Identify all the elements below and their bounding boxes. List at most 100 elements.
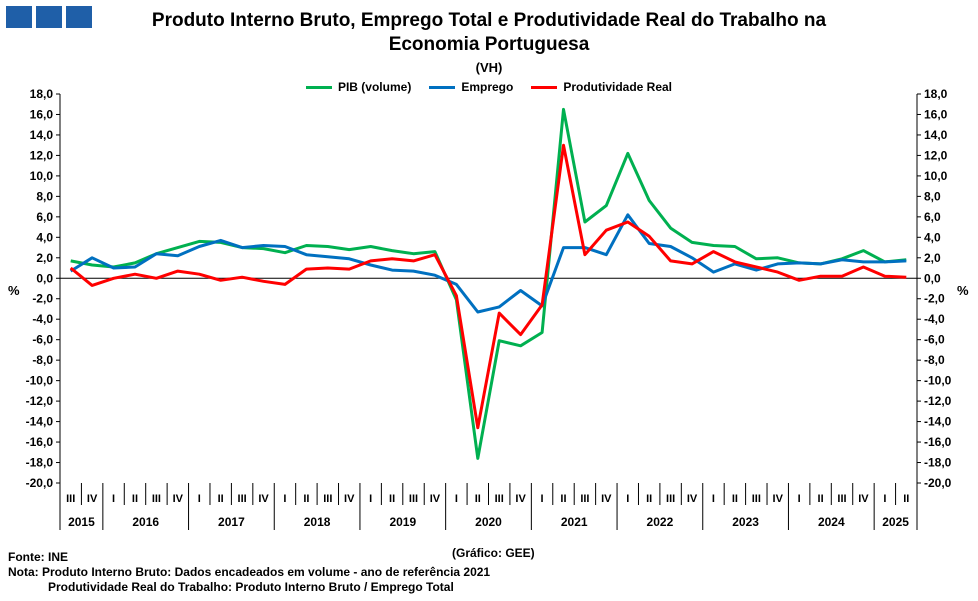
y-tick-label-left: 14,0 (30, 128, 54, 142)
series-line-1 (69, 213, 907, 314)
y-tick-label-right: 14,0 (924, 128, 948, 142)
y-tick-label-right: -4,0 (924, 312, 945, 326)
x-tick-label: IV (515, 493, 526, 505)
y-tick-label-left: -16,0 (26, 435, 54, 449)
legend-swatch-produtividade (531, 85, 558, 89)
x-tick-label: III (238, 493, 247, 505)
y-tick-label-left: -14,0 (26, 415, 54, 429)
x-tick-label: III (409, 493, 418, 505)
x-tick-label: IV (773, 493, 784, 505)
series-line-0 (70, 107, 907, 460)
x-tick-label: IV (344, 493, 355, 505)
year-label: 2018 (304, 515, 331, 529)
y-tick-label-right: 12,0 (924, 148, 948, 162)
chart-title-line2: Economia Portuguesa (388, 34, 590, 55)
y-tick-label-left: 8,0 (36, 189, 53, 203)
x-tick-label: I (626, 493, 629, 505)
x-tick-label: III (323, 493, 332, 505)
chart-legend: PIB (volume) Emprego Produtividade Real (0, 80, 978, 94)
y-tick-label-left: -10,0 (26, 374, 54, 388)
chart-credit: (Gráfico: GEE) (452, 546, 535, 560)
logo-block (6, 6, 32, 28)
x-tick-label: III (580, 493, 589, 505)
y-tick-label-left: 16,0 (30, 107, 54, 121)
x-tick-label: III (66, 493, 75, 505)
x-tick-label: II (560, 493, 566, 505)
y-tick-label-right: 8,0 (924, 189, 941, 203)
y-tick-label-left: 12,0 (30, 148, 54, 162)
x-tick-label: II (818, 493, 824, 505)
y-axis-label-right: % (957, 283, 969, 298)
y-tick-label-left: -20,0 (26, 476, 54, 490)
logo-block (66, 6, 92, 28)
x-tick-label: I (369, 493, 372, 505)
year-label: 2023 (732, 515, 759, 529)
x-tick-label: I (712, 493, 715, 505)
x-tick-label: II (903, 493, 909, 505)
y-axis-label-left: % (8, 283, 20, 298)
legend-label-pib: PIB (volume) (337, 80, 412, 94)
x-tick-label: IV (173, 493, 184, 505)
footer-note-1: Nota: Produto Interno Bruto: Dados encad… (8, 565, 491, 579)
y-tick-label-left: 2,0 (36, 251, 53, 265)
legend-item-emprego: Emprego (429, 80, 513, 94)
footer-source: Fonte: INE (8, 550, 68, 564)
y-tick-label-right: -12,0 (924, 394, 952, 408)
x-tick-label: II (389, 493, 395, 505)
x-tick-label: III (837, 493, 846, 505)
x-tick-label: III (666, 493, 675, 505)
x-tick-label: I (112, 493, 115, 505)
x-tick-label: II (218, 493, 224, 505)
year-label: 2017 (218, 515, 245, 529)
y-tick-label-right: 0,0 (924, 271, 941, 285)
x-tick-label: I (198, 493, 201, 505)
y-tick-label-right: -14,0 (924, 415, 952, 429)
y-tick-label-left: -12,0 (26, 394, 54, 408)
x-tick-label: II (646, 493, 652, 505)
x-tick-label: IV (258, 493, 269, 505)
x-tick-label: II (732, 493, 738, 505)
legend-swatch-pib (305, 85, 332, 89)
legend-label-produtividade: Produtividade Real (563, 80, 673, 94)
y-tick-label-right: 4,0 (924, 230, 941, 244)
legend-swatch-emprego (429, 85, 456, 89)
x-tick-label: II (475, 493, 481, 505)
year-label: 2019 (389, 515, 416, 529)
year-label: 2016 (132, 515, 159, 529)
x-tick-label: IV (87, 493, 98, 505)
x-tick-label: IV (858, 493, 869, 505)
x-tick-label: III (495, 493, 504, 505)
year-label: 2020 (475, 515, 502, 529)
y-tick-label-left: -4,0 (32, 312, 53, 326)
year-label: 2024 (818, 515, 845, 529)
y-tick-label-right: -6,0 (924, 333, 945, 347)
y-tick-label-right: 6,0 (924, 210, 941, 224)
x-tick-label: IV (430, 493, 441, 505)
year-label: 2025 (882, 515, 909, 529)
year-label: 2021 (561, 515, 588, 529)
x-tick-label: IV (601, 493, 612, 505)
y-tick-label-left: -8,0 (32, 353, 53, 367)
x-tick-label: I (541, 493, 544, 505)
series-line-2 (69, 143, 907, 430)
legend-label-emprego: Emprego (461, 80, 514, 94)
x-tick-label: IV (687, 493, 698, 505)
chart-subtitle: (VH) (475, 60, 503, 75)
legend-item-produtividade: Produtividade Real (531, 80, 672, 94)
footer-note-2: Produtividade Real do Trabalho: Produto … (48, 580, 454, 594)
x-tick-label: I (455, 493, 458, 505)
y-tick-label-left: -2,0 (32, 292, 53, 306)
y-tick-label-right: -2,0 (924, 292, 945, 306)
y-tick-label-left: -6,0 (32, 333, 53, 347)
x-tick-label: I (883, 493, 886, 505)
y-tick-label-right: -16,0 (924, 435, 952, 449)
year-label: 2015 (68, 515, 95, 529)
x-tick-label: I (798, 493, 801, 505)
y-tick-label-right: -20,0 (924, 476, 952, 490)
x-tick-label: III (752, 493, 761, 505)
y-tick-label-right: 16,0 (924, 107, 948, 121)
y-tick-label-left: 4,0 (36, 230, 53, 244)
y-tick-label-right: 2,0 (924, 251, 941, 265)
year-label: 2022 (647, 515, 674, 529)
